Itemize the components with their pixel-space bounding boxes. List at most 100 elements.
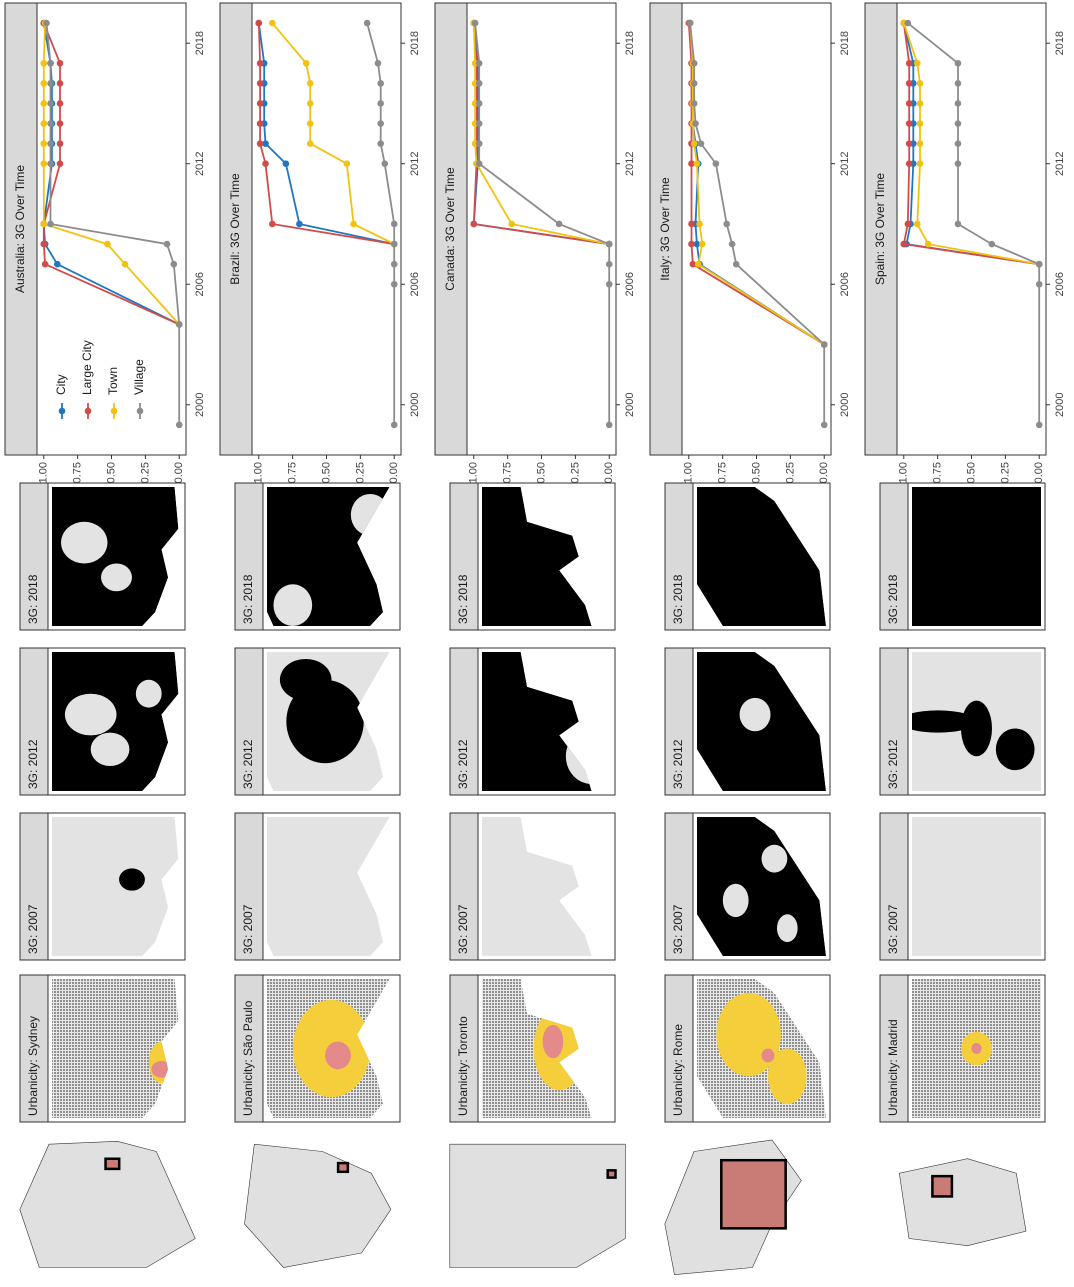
land: [267, 817, 390, 956]
series-point: [954, 220, 962, 228]
series-point: [728, 240, 736, 248]
y-tick-label: 0.25: [569, 462, 581, 483]
land: [912, 817, 1041, 956]
series-point: [924, 240, 932, 248]
map-cells: [52, 487, 179, 626]
series-point: [694, 260, 702, 268]
series-point: [471, 19, 479, 27]
series-point: [954, 100, 962, 107]
coverage-area: [761, 844, 788, 873]
series-point: [916, 100, 924, 107]
series-point: [916, 160, 924, 168]
series-point: [693, 240, 701, 248]
series-point: [56, 120, 64, 127]
series-point: [40, 140, 48, 147]
strip-label: 3G: 2018: [241, 574, 255, 624]
land: [482, 652, 592, 791]
coverage-area: [61, 521, 108, 564]
y-tick-label: 1.00: [683, 462, 695, 483]
series-point: [690, 59, 698, 67]
series-point: [256, 59, 264, 67]
series-point: [40, 80, 48, 87]
series-point: [377, 140, 384, 147]
series-point: [905, 160, 913, 168]
coverage-area: [119, 868, 145, 891]
y-tick-label: 0.00: [173, 462, 185, 483]
y-tick-label: 0.50: [965, 462, 977, 483]
series-point: [690, 80, 698, 87]
series-point: [350, 220, 357, 228]
series-point: [900, 240, 908, 248]
strip-label: Urbanicity: Toronto: [456, 1016, 470, 1116]
x-tick-label: 2006: [194, 272, 206, 296]
legend-label: City: [54, 374, 68, 395]
series-point: [475, 100, 483, 107]
x-tick-label: 2018: [1054, 31, 1066, 55]
map-cells: [267, 979, 390, 1118]
series-line: [689, 23, 826, 425]
map-cells: [697, 652, 826, 791]
series-point: [175, 321, 183, 328]
y-tick-label: 0.00: [1033, 462, 1045, 483]
series-point: [56, 100, 64, 107]
country-outline: [244, 1143, 392, 1268]
rotated-layout: Urbanicity: Sydney 3G: 2007 3G: 2012 3G: 20…: [4, 2, 1066, 1276]
series-point: [47, 140, 54, 147]
x-tick-label: 2000: [839, 393, 851, 417]
series-point: [47, 100, 54, 107]
country-outline: [19, 1140, 196, 1268]
series-point: [41, 260, 49, 268]
y-tick-label: 0.50: [750, 462, 762, 483]
series-point: [390, 421, 398, 429]
y-tick-label: 0.75: [717, 462, 729, 483]
strip-label: Urbanicity: São Paulo: [241, 1000, 255, 1116]
series-point: [954, 59, 962, 67]
land: [52, 817, 179, 956]
strip-label: 3G: 2007: [241, 904, 255, 954]
series-point: [390, 220, 398, 228]
series-point: [475, 120, 483, 127]
series-point: [390, 280, 398, 288]
series-point: [363, 19, 371, 27]
series-point: [377, 100, 384, 107]
series-point: [381, 160, 389, 168]
coverage-area: [912, 710, 977, 733]
map-cells: [482, 817, 592, 956]
coverage-area: [135, 679, 162, 708]
series-point: [475, 59, 483, 67]
x-tick-label: 2006: [839, 272, 851, 296]
land-grid: [52, 979, 179, 1118]
x-tick-label: 2012: [839, 151, 851, 175]
plot-panel: [681, 2, 832, 456]
chart-title: Spain: 3G Over Time: [873, 173, 887, 285]
series-point: [1035, 421, 1043, 429]
strip-label: 3G: 2007: [456, 904, 470, 954]
coverage-area: [286, 679, 364, 764]
series-point: [255, 19, 263, 27]
land: [697, 487, 826, 626]
x-tick-label: 2012: [194, 151, 206, 175]
series-point: [954, 140, 962, 147]
series-point: [905, 120, 913, 127]
map-cells: [912, 817, 1041, 956]
map-cells: [267, 652, 390, 791]
city-area: [761, 1048, 775, 1063]
x-tick-label: 2000: [194, 393, 206, 417]
series-point: [555, 220, 563, 228]
series-point: [47, 220, 54, 228]
x-tick-label: 2012: [1054, 151, 1066, 175]
legend-key-point: [136, 407, 144, 415]
y-tick-label: 0.25: [139, 462, 151, 483]
y-tick-label: 1.00: [38, 462, 50, 483]
strip-label: 3G: 2012: [456, 739, 470, 789]
series-point: [470, 220, 478, 228]
y-tick-label: 0.75: [502, 462, 514, 483]
strip-label: 3G: 2018: [886, 574, 900, 624]
x-tick-label: 2018: [194, 31, 206, 55]
series-point: [732, 260, 740, 268]
series-point: [1035, 280, 1043, 288]
x-tick-label: 2012: [409, 151, 421, 175]
chart-title: Canada: 3G Over Time: [443, 167, 457, 291]
series-line: [902, 22, 1040, 266]
